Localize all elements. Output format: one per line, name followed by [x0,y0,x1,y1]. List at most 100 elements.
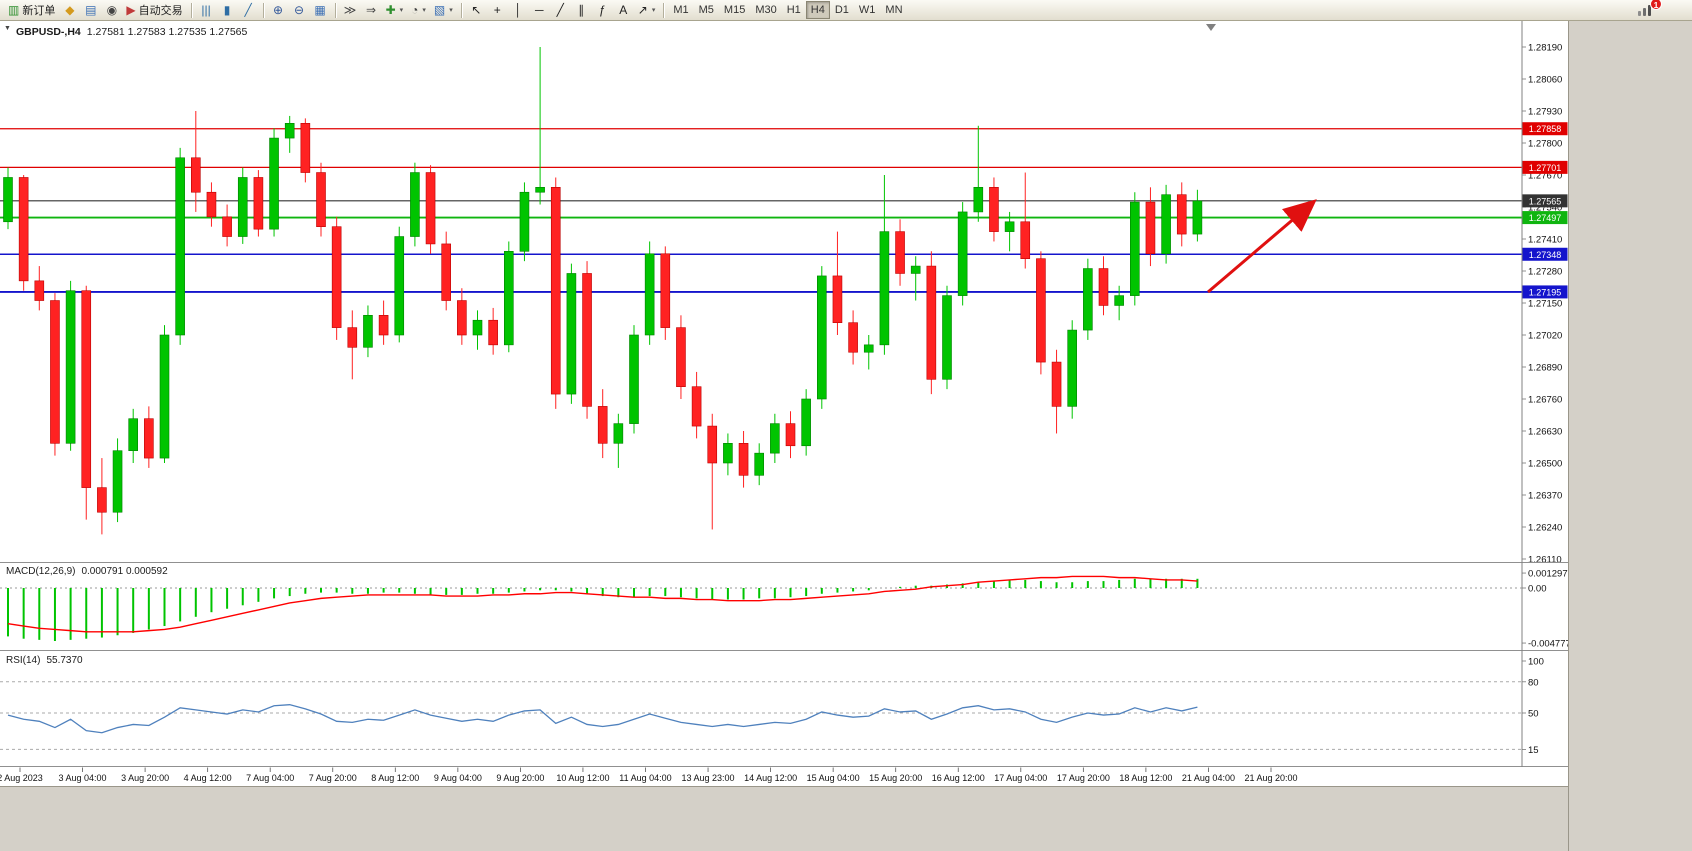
time-axis-label: 7 Aug 20:00 [309,773,357,783]
candle-body [707,425,718,464]
candle [112,438,123,523]
time-axis-label: 15 Aug 04:00 [807,773,860,783]
zoom-out-button[interactable]: ⊖ [289,1,310,19]
time-axis-label: 17 Aug 04:00 [994,773,1047,783]
chevron-down-icon[interactable]: ▾ [449,7,453,14]
chart-canvas[interactable]: 1.28190 1.28060 1.27930 1.27800 1.27670 1.275… [0,21,1568,786]
price-tag: 1.27497 [1522,211,1568,225]
candlestick-chart-icon: ▮ [223,3,231,17]
signal-bar-icon [1638,11,1641,16]
candle-body [1176,194,1187,235]
indicators-icon: ✚ [385,3,396,17]
terminal-button[interactable]: ◉ [101,1,122,19]
timeframe-m30-button[interactable]: M30 [750,1,781,19]
templates-button[interactable]: ▧ ▾ [430,1,457,19]
candle-body [18,177,29,282]
bar-chart-button[interactable]: ||| [196,1,217,19]
price-tag-label: 1.27348 [1529,250,1562,260]
price-axis-label: 1.27150 [1528,299,1562,310]
tile-windows-button[interactable]: ▦ [310,1,331,19]
timeframe-m15-button[interactable]: M15 [719,1,750,19]
candle-body [832,275,843,323]
price-axis-label: 1.26240 [1528,523,1562,534]
time-axis-label: 18 Aug 12:00 [1119,773,1172,783]
autotrading-button[interactable]: ▶ 自动交易 [122,1,186,19]
candle-body [378,315,389,336]
candle-body [175,157,185,336]
chart-shift-marker[interactable] [1206,24,1216,31]
notifications-icon[interactable]: 1 [1636,0,1662,18]
macd-indicator-label: MACD(12,26,9) 0.000791 0.000592 [6,566,168,577]
timeframe-m5-button[interactable]: M5 [694,1,719,19]
timeframe-mn-button[interactable]: MN [880,1,907,19]
chart-shift-button[interactable]: ⇒ [361,1,382,19]
timeframe-mn-label: MN [885,4,903,16]
signal-bar-icon [1648,5,1651,16]
signal-bar-icon [1643,8,1646,16]
fibonacci-button[interactable]: ƒ [592,1,613,19]
candle-body [816,275,827,400]
timeframe-h1-button[interactable]: H1 [782,1,806,19]
candle-body [1067,329,1077,407]
metaeditor-button[interactable]: ◆ [59,1,80,19]
candle [1051,349,1062,434]
candle [316,162,326,237]
chevron-down-icon[interactable]: ▾ [399,7,404,14]
market-watch-button[interactable]: ▤ [80,1,101,19]
timeframe-m30-label: M30 [755,4,777,16]
rsi-axis-label: 15 [1528,745,1539,756]
toolbar-separator [334,2,336,18]
price-axis-label: 1.28190 [1528,43,1562,54]
time-axis-label: 8 Aug 12:00 [371,773,419,783]
price-axis-label: 1.28060 [1528,75,1562,86]
candlestick-chart-button[interactable]: ▮ [217,1,238,19]
candle [284,115,295,153]
candle-body [926,265,937,380]
timeframe-d1-button[interactable]: D1 [830,1,854,19]
text-button[interactable]: A [613,1,634,19]
line-chart-button[interactable]: ╱ [238,1,259,19]
price-tag-label: 1.27701 [1529,163,1562,173]
time-axis-label: 3 Aug 20:00 [121,773,169,783]
candle [535,47,545,205]
timeframe-h4-button[interactable]: H4 [805,1,830,19]
autotrading-icon: ▶ [126,3,136,17]
candle-body [848,322,858,353]
vertical-line-button[interactable]: │ [508,1,529,19]
auto-scroll-button[interactable]: ≫ [340,1,361,19]
price-tag: 1.27565 [1522,194,1568,208]
indicators-button[interactable]: ✚ ▾ [382,1,408,19]
cursor-icon: ↖ [471,3,482,17]
macd-signal-line [7,575,1198,633]
chevron-down-icon[interactable]: ▾ [422,7,426,14]
zoom-in-button[interactable]: ⊕ [268,1,289,19]
periods-button[interactable]: ◔ ▾ [407,1,430,19]
timeframe-m1-button[interactable]: M1 [668,1,693,19]
new-order-button[interactable]: ▥ 新订单 [4,1,59,19]
trendline-button[interactable]: ╱ [550,1,571,19]
bar-chart-icon: ||| [201,3,211,17]
price-tag: 1.27858 [1522,122,1568,136]
candle-body [347,327,358,348]
timeframe-w1-button[interactable]: W1 [854,1,881,19]
crosshair-button[interactable]: + [487,1,508,19]
arrows-button[interactable]: ↗ ▾ [634,1,660,19]
equidistant-channel-button[interactable]: ∥ [571,1,592,19]
candle-body [34,280,45,301]
candle [613,413,624,468]
candle [410,162,420,247]
price-tag: 1.27348 [1522,247,1568,261]
cursor-button[interactable]: ↖ [466,1,487,19]
chevron-down-icon[interactable]: ▾ [651,7,656,14]
horizontal-line-button[interactable]: ─ [529,1,550,19]
one-click-trading-arrow-icon[interactable]: ▼ [4,25,11,32]
tile-windows-icon: ▦ [314,3,326,17]
time-axis-label: 15 Aug 20:00 [869,773,922,783]
candle-body [503,251,514,346]
trend-arrow-annotation[interactable] [1207,199,1317,294]
candle-body [566,273,577,395]
candle-body [410,172,420,237]
candle [770,413,780,463]
time-axis-label: 7 Aug 04:00 [246,773,294,783]
main-toolbar: ▥ 新订单 ◆ ▤ ◉ ▶ 自动交易 ||| ▮ ╱ ⊕ ⊖ ▦ ≫ ⇒ ✚ ▾ ◔ ▾ ▧ ▾ ↖ + │ ─ ╱ ∥ ƒ A ↗ ▾ M1… [0,0,1692,21]
